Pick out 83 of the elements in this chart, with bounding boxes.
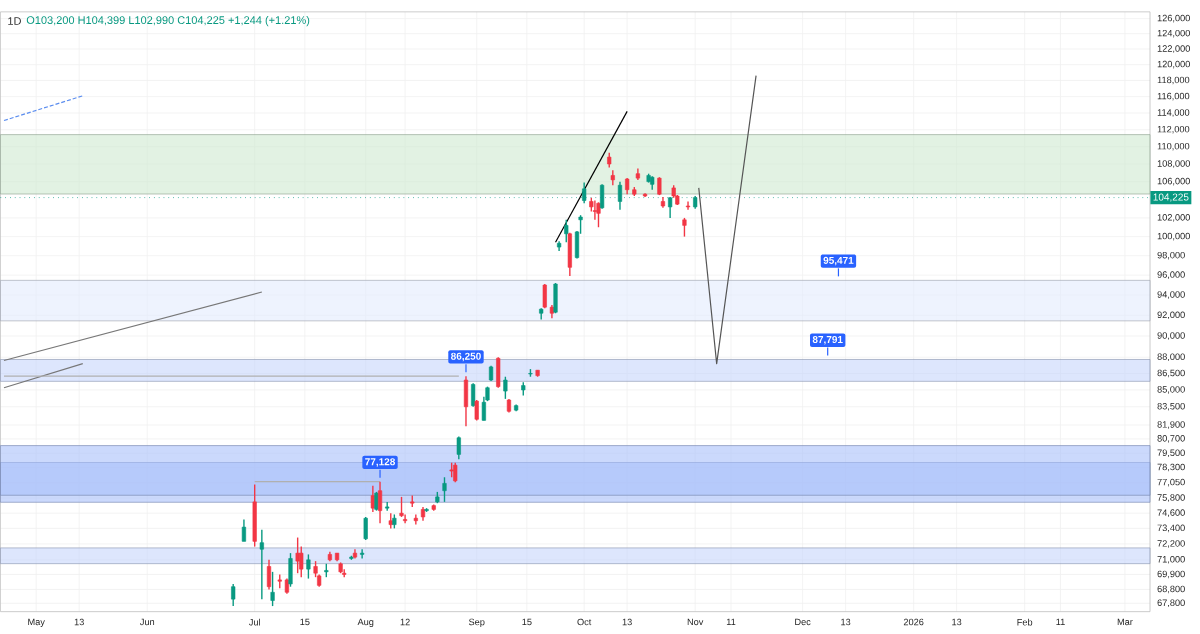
candlestick [596,201,601,229]
y-tick-label: 122,000 [1157,45,1190,53]
y-tick-label: 98,000 [1157,251,1185,260]
candlestick [266,559,272,591]
candlestick [564,219,569,244]
y-tick-label: 72,200 [1157,540,1185,548]
y-tick-label: 75,800 [1157,494,1185,502]
candlestick [259,529,264,600]
chart-subtitle: 1D [8,17,21,25]
y-tick-label: 120,000 [1157,60,1190,69]
y-tick-label: 102,000 [1157,214,1190,222]
candlestick [363,516,368,541]
y-tick-label: 88,000 [1157,353,1185,362]
x-tick-label: 11 [726,618,736,626]
candlestick [385,501,390,512]
x-tick-label: Aug [357,618,374,628]
y-tick-label: 96,000 [1157,271,1185,280]
annotation: 95,471 [823,256,854,266]
y-tick-label: 106,000 [1157,177,1190,186]
y-tick-label: 92,000 [1157,311,1185,320]
x-tick-label: 11 [1056,618,1065,626]
y-tick-label: 85,000 [1157,386,1185,394]
y-tick-label: 112,000 [1157,125,1190,134]
annotation: 87,791 [812,336,843,345]
candlestick [306,553,311,580]
ref-line-label: 104,225 [1153,193,1189,202]
y-tick-label: 116,000 [1157,92,1190,101]
x-tick-label: 13 [952,618,962,626]
y-tick-label: 81,900 [1157,421,1185,429]
x-tick-label: 15 [522,618,532,626]
y-tick-label: 68,800 [1157,585,1185,594]
x-tick-label: 2026 [903,618,924,626]
x-tick-label: Nov [687,618,704,626]
candlestick [231,583,236,607]
y-tick-label: 73,400 [1157,524,1185,533]
annotation: 86,250 [451,352,481,362]
y-tick-label: 78,300 [1157,463,1185,472]
y-tick-label: 114,000 [1157,109,1190,117]
candlestick [503,376,508,400]
chart-title: O103,200 H104,399 L102,990 C104,225 +1,244 (+1.21%) [26,16,310,27]
y-tick-label: 124,000 [1157,29,1190,38]
x-tick-label: May [28,618,45,628]
candlestick [685,200,691,211]
y-tick-label: 67,800 [1157,599,1185,608]
candlestick [413,513,418,526]
candlestick [241,518,247,543]
annotation: 77,128 [365,458,396,467]
y-tick-label: 110,000 [1157,142,1190,151]
candlestick [295,536,300,574]
candlestick [370,485,375,513]
y-tick-label: 79,500 [1157,449,1185,458]
candlestick [542,283,547,309]
y-tick-label: 69,900 [1157,570,1185,579]
x-tick-label: Dec [795,618,811,626]
x-tick-label: Sep [468,618,485,628]
x-tick-label: 13 [74,618,84,626]
x-tick-label: Jun [139,618,155,626]
y-tick-label: 80,700 [1157,435,1185,443]
x-tick-label: Jul [248,618,260,626]
y-tick-label: 71,000 [1157,556,1185,564]
candlestick [270,571,275,607]
candlestick [682,217,687,238]
candlestick [442,476,447,503]
y-tick-label: 90,000 [1157,332,1185,340]
candlestick [403,513,408,525]
candlestick [360,548,365,560]
y-tick-label: 83,500 [1157,403,1185,411]
candlestick [471,382,476,408]
y-tick-label: 94,000 [1157,291,1185,299]
y-tick-label: 77,050 [1157,478,1185,487]
y-tick-label: 108,000 [1157,160,1190,168]
x-tick-label: 15 [300,618,310,626]
y-tick-label: 86,500 [1157,369,1185,378]
x-tick-label: Oct [577,618,592,626]
x-tick-label: Feb [1017,618,1033,626]
x-tick-label: 13 [622,618,632,626]
x-tick-label: Mar [1117,618,1133,626]
x-tick-label: 12 [400,618,410,626]
y-tick-label: 74,600 [1157,509,1185,518]
y-tick-label: 118,000 [1157,76,1190,85]
y-tick-label: 100,000 [1157,232,1190,241]
x-tick-label: 13 [841,618,851,626]
y-tick-label: 126,000 [1157,14,1190,23]
